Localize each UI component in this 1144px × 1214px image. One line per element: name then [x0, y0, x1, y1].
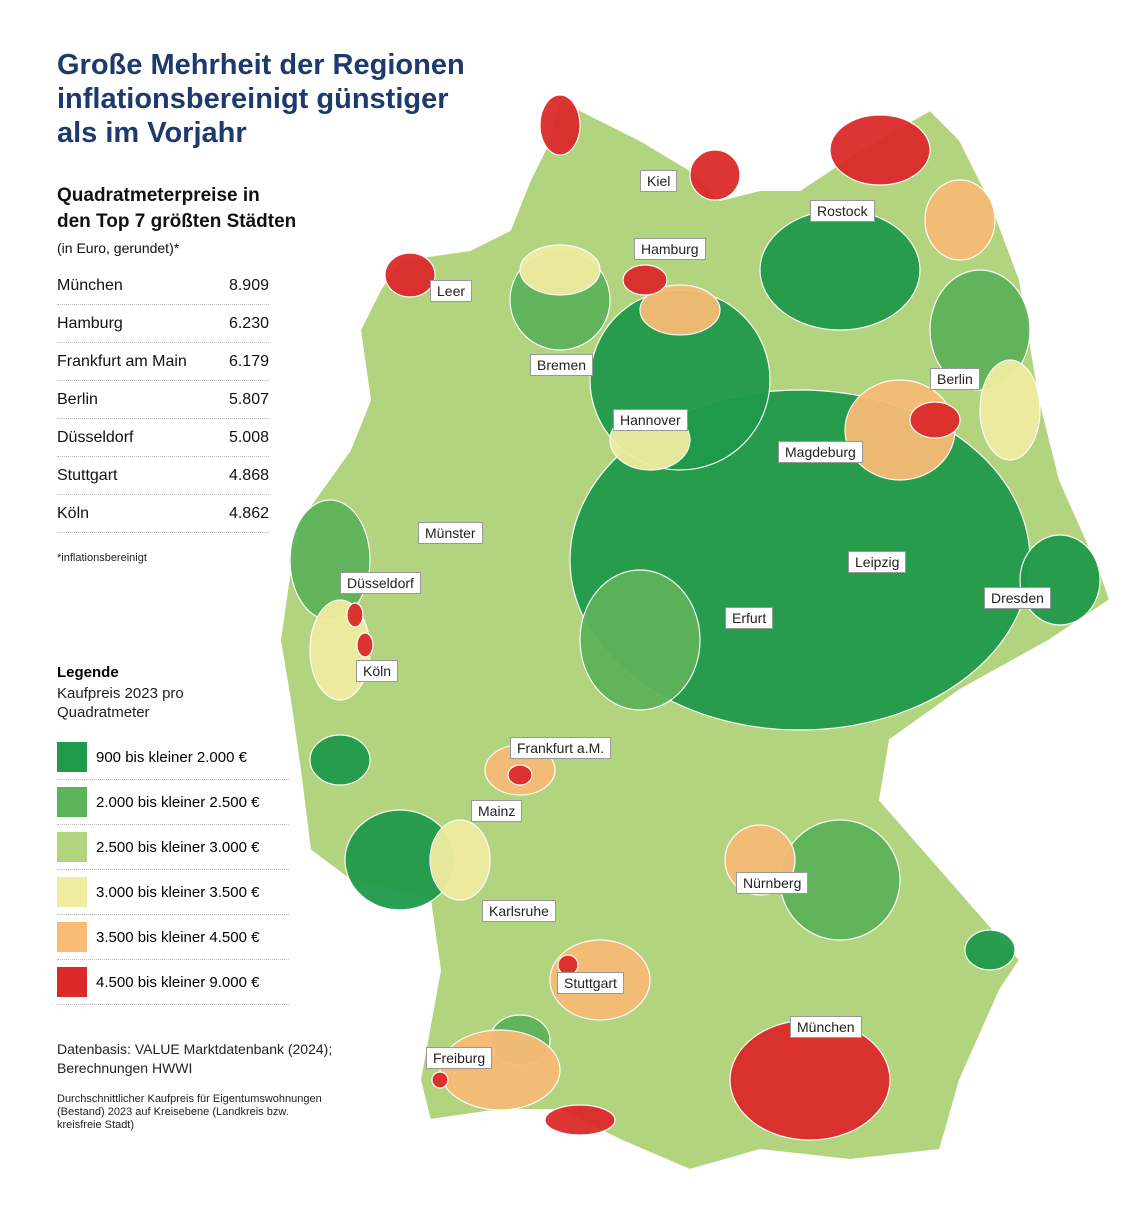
- city-label: Köln: [356, 660, 399, 682]
- legend-item: 2.500 bis kleiner 3.000 €: [57, 825, 289, 870]
- legend-swatch: [57, 922, 87, 952]
- legend: 900 bis kleiner 2.000 € 2.000 bis kleiner…: [57, 735, 289, 1005]
- table-row: Hamburg 6.230: [57, 305, 269, 343]
- legend-label: 2.500 bis kleiner 3.000 €: [96, 838, 260, 856]
- legend-swatch: [57, 832, 87, 862]
- region-patch: [429, 819, 491, 901]
- table-title: Quadratmeterpreise in den Top 7 größten …: [57, 183, 297, 261]
- city-label: Freiburg: [426, 1047, 493, 1069]
- price: 6.179: [228, 352, 269, 370]
- region-patch: [929, 269, 1031, 391]
- region-patch: [431, 1071, 449, 1089]
- price: 6.230: [228, 314, 269, 332]
- region-patch: [519, 244, 601, 296]
- city-label: Frankfurt a.M.: [510, 737, 612, 759]
- region-patch: [346, 602, 364, 628]
- city-label: Mainz: [471, 800, 523, 822]
- table-row: Stuttgart 4.868: [57, 457, 269, 495]
- city-label: Karlsruhe: [482, 900, 556, 922]
- city-label: Leipzig: [848, 551, 907, 573]
- table-unit: (in Euro, gerundet)*: [57, 240, 180, 256]
- city-label: Berlin: [930, 368, 980, 390]
- legend-label: 3.000 bis kleiner 3.500 €: [96, 883, 260, 901]
- region-patch: [979, 359, 1041, 461]
- city-label: Kiel: [640, 170, 678, 192]
- table-row: Düsseldorf 5.008: [57, 419, 269, 457]
- city-label: Düsseldorf: [340, 572, 421, 594]
- price: 4.868: [228, 466, 269, 484]
- legend-label: 4.500 bis kleiner 9.000 €: [96, 973, 260, 991]
- legend-subtitle: Kaufpreis 2023 pro Quadratmeter: [57, 685, 184, 721]
- region-patch: [439, 1029, 561, 1111]
- price: 5.008: [228, 428, 269, 446]
- price: 5.807: [228, 390, 269, 408]
- city-name: Frankfurt am Main: [57, 352, 187, 370]
- city-label: Hannover: [613, 409, 688, 431]
- city-label: Münster: [418, 522, 483, 544]
- legend-swatch: [57, 877, 87, 907]
- legend-item: 3.000 bis kleiner 3.500 €: [57, 870, 289, 915]
- legend-swatch: [57, 787, 87, 817]
- city-name: München: [57, 276, 123, 294]
- title: Große Mehrheit der Regionen inflationsbe…: [57, 49, 465, 149]
- legend-label: 3.500 bis kleiner 4.500 €: [96, 928, 260, 946]
- legend-title: Legende: [57, 664, 119, 681]
- table-row: München 8.909: [57, 267, 269, 305]
- city-label: Stuttgart: [557, 972, 624, 994]
- region-patch: [579, 569, 701, 711]
- city-label: Hamburg: [634, 238, 706, 260]
- region-patch: [689, 149, 741, 201]
- city-label: Bremen: [530, 354, 594, 376]
- city-label: Rostock: [810, 200, 875, 222]
- legend-label: 900 bis kleiner 2.000 €: [96, 748, 247, 766]
- table-row: Köln 4.862: [57, 495, 269, 533]
- region-patch: [829, 114, 931, 186]
- region-patch: [289, 499, 371, 621]
- region-patch: [924, 179, 996, 261]
- legend-swatch: [57, 967, 87, 997]
- source: Datenbasis: VALUE Marktdatenbank (2024);…: [57, 1041, 333, 1076]
- price: 8.909: [228, 276, 269, 294]
- table-row: Frankfurt am Main 6.179: [57, 343, 269, 381]
- legend-label: 2.000 bis kleiner 2.500 €: [96, 793, 260, 811]
- city-label: Leer: [430, 280, 473, 302]
- region-patch: [384, 252, 436, 298]
- city-name: Hamburg: [57, 314, 123, 332]
- table-row: Berlin 5.807: [57, 381, 269, 419]
- price: 4.862: [228, 504, 269, 522]
- city-label: München: [790, 1016, 862, 1038]
- region-patch: [729, 1019, 891, 1141]
- region-patch: [639, 284, 721, 336]
- region-patch: [507, 764, 533, 786]
- legend-item: 2.000 bis kleiner 2.500 €: [57, 780, 289, 825]
- city-label: Nürnberg: [736, 872, 809, 894]
- price-table: München 8.909 Hamburg 6.230 Frankfurt am Mai…: [57, 267, 269, 533]
- legend-swatch: [57, 742, 87, 772]
- region-patch: [759, 209, 921, 331]
- table-title-text: Quadratmeterpreise in den Top 7 größten …: [57, 185, 297, 232]
- region-patch: [544, 1104, 616, 1136]
- region-patch: [622, 264, 668, 296]
- city-name: Berlin: [57, 390, 98, 408]
- footnote: *inflationsbereinigt: [57, 552, 147, 564]
- region-patch: [909, 401, 961, 439]
- city-name: Düsseldorf: [57, 428, 134, 446]
- city-name: Stuttgart: [57, 466, 118, 484]
- region-patch: [539, 94, 581, 156]
- city-label: Magdeburg: [778, 441, 863, 463]
- region-patch: [964, 929, 1016, 971]
- city-name: Köln: [57, 504, 90, 522]
- legend-item: 900 bis kleiner 2.000 €: [57, 735, 289, 780]
- region-patch: [1019, 534, 1101, 626]
- city-label: Erfurt: [725, 607, 774, 629]
- region-patch: [356, 632, 374, 658]
- legend-item: 3.500 bis kleiner 4.500 €: [57, 915, 289, 960]
- region-patch: [309, 734, 371, 786]
- note: Durchschnittlicher Kaufpreis für Eigentu…: [57, 1093, 322, 1131]
- city-label: Dresden: [984, 587, 1051, 609]
- legend-item: 4.500 bis kleiner 9.000 €: [57, 960, 289, 1005]
